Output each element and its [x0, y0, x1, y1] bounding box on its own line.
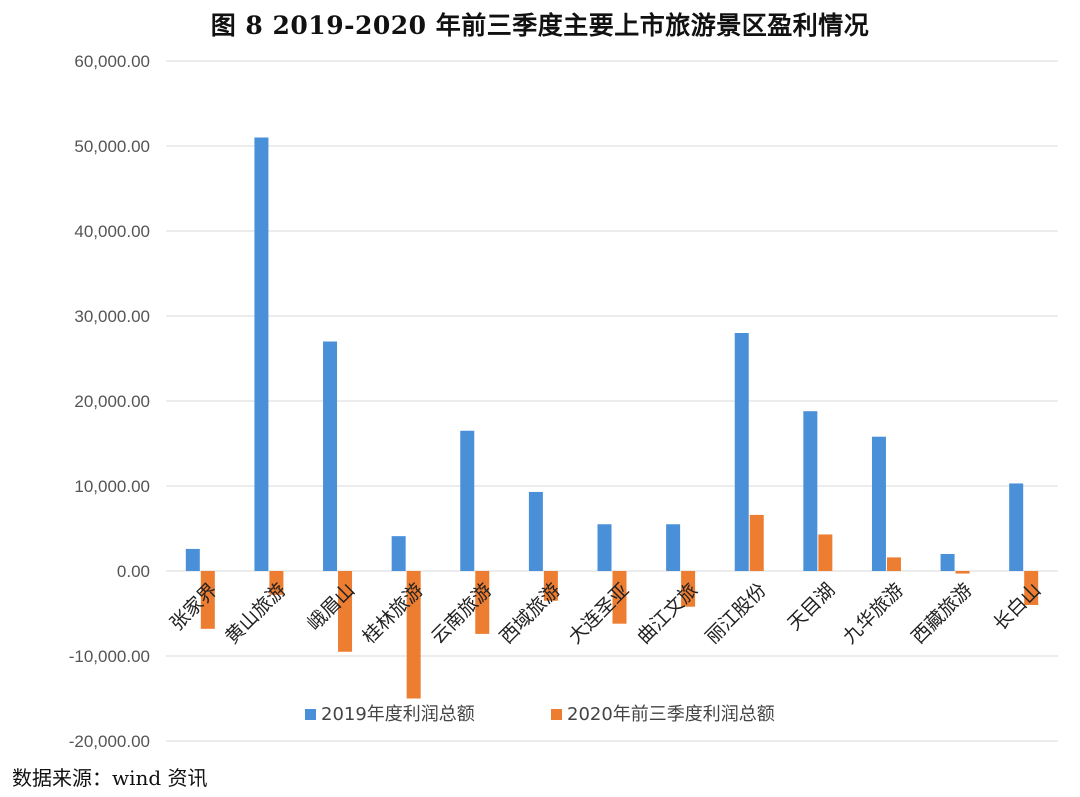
y-tick-label: -10,000.00 — [69, 647, 150, 666]
bar — [818, 534, 833, 571]
bar — [528, 491, 543, 571]
y-tick-label: 60,000.00 — [74, 52, 150, 71]
bar — [406, 571, 421, 699]
bar — [460, 430, 475, 571]
bar — [254, 137, 269, 571]
bar — [749, 514, 764, 571]
bar — [323, 341, 338, 571]
bar — [871, 436, 886, 571]
y-tick-label: 0.00 — [117, 562, 150, 581]
bar — [200, 571, 215, 629]
bar — [338, 571, 353, 652]
bar — [886, 557, 901, 571]
legend-label: 2019年度利润总额 — [321, 704, 475, 725]
legend-swatch — [305, 709, 316, 720]
category-label: 九华旅游 — [839, 579, 908, 648]
legend: 2019年度利润总额 2020年前三季度利润总额 — [305, 704, 775, 725]
source-note: 数据来源：wind 资讯 — [12, 766, 208, 790]
bar-chart: 60,000.00 50,000.00 40,000.00 30,000.00 20,0… — [69, 52, 1058, 751]
bar — [803, 411, 818, 571]
bars — [185, 137, 1039, 699]
bar — [1009, 483, 1024, 571]
bar — [269, 571, 284, 595]
category-label: 黄山旅游 — [221, 579, 290, 648]
category-label: 西藏旅游 — [907, 579, 976, 648]
y-tick-label: 40,000.00 — [74, 222, 150, 241]
gridlines — [166, 60, 1058, 742]
chart-title: 图 8 2019-2020 年前三季度主要上市旅游景区盈利情况 — [210, 11, 870, 40]
bar — [940, 554, 955, 571]
legend-label: 2020年前三季度利润总额 — [567, 704, 775, 725]
y-axis-ticks: 60,000.00 50,000.00 40,000.00 30,000.00 20,0… — [69, 52, 150, 751]
bar — [597, 524, 612, 571]
y-tick-label: 20,000.00 — [74, 392, 150, 411]
y-tick-label: 50,000.00 — [74, 137, 150, 156]
bar — [612, 571, 627, 624]
category-label: 天目湖 — [784, 579, 840, 635]
category-label: 长白山 — [989, 579, 1045, 635]
category-label: 丽江股份 — [701, 579, 770, 648]
bar — [391, 536, 406, 571]
bar — [734, 333, 749, 571]
bar — [185, 548, 200, 571]
category-labels: 张家界 黄山旅游 峨眉山 桂林旅游 云南旅游 西域旅游 大连圣亚 曲江文旅 丽江股份 天目湖 九华旅… — [166, 579, 1045, 648]
bar — [681, 571, 696, 607]
category-label: 西域旅游 — [496, 579, 565, 648]
bar — [1024, 571, 1039, 605]
y-tick-label: -20,000.00 — [69, 732, 150, 751]
bar — [543, 571, 558, 601]
category-label: 曲江文旅 — [633, 579, 702, 648]
y-tick-label: 30,000.00 — [74, 307, 150, 326]
bar — [475, 571, 490, 634]
bar — [666, 524, 681, 571]
y-tick-label: 10,000.00 — [74, 477, 150, 496]
legend-swatch — [551, 709, 562, 720]
bar — [955, 571, 970, 574]
